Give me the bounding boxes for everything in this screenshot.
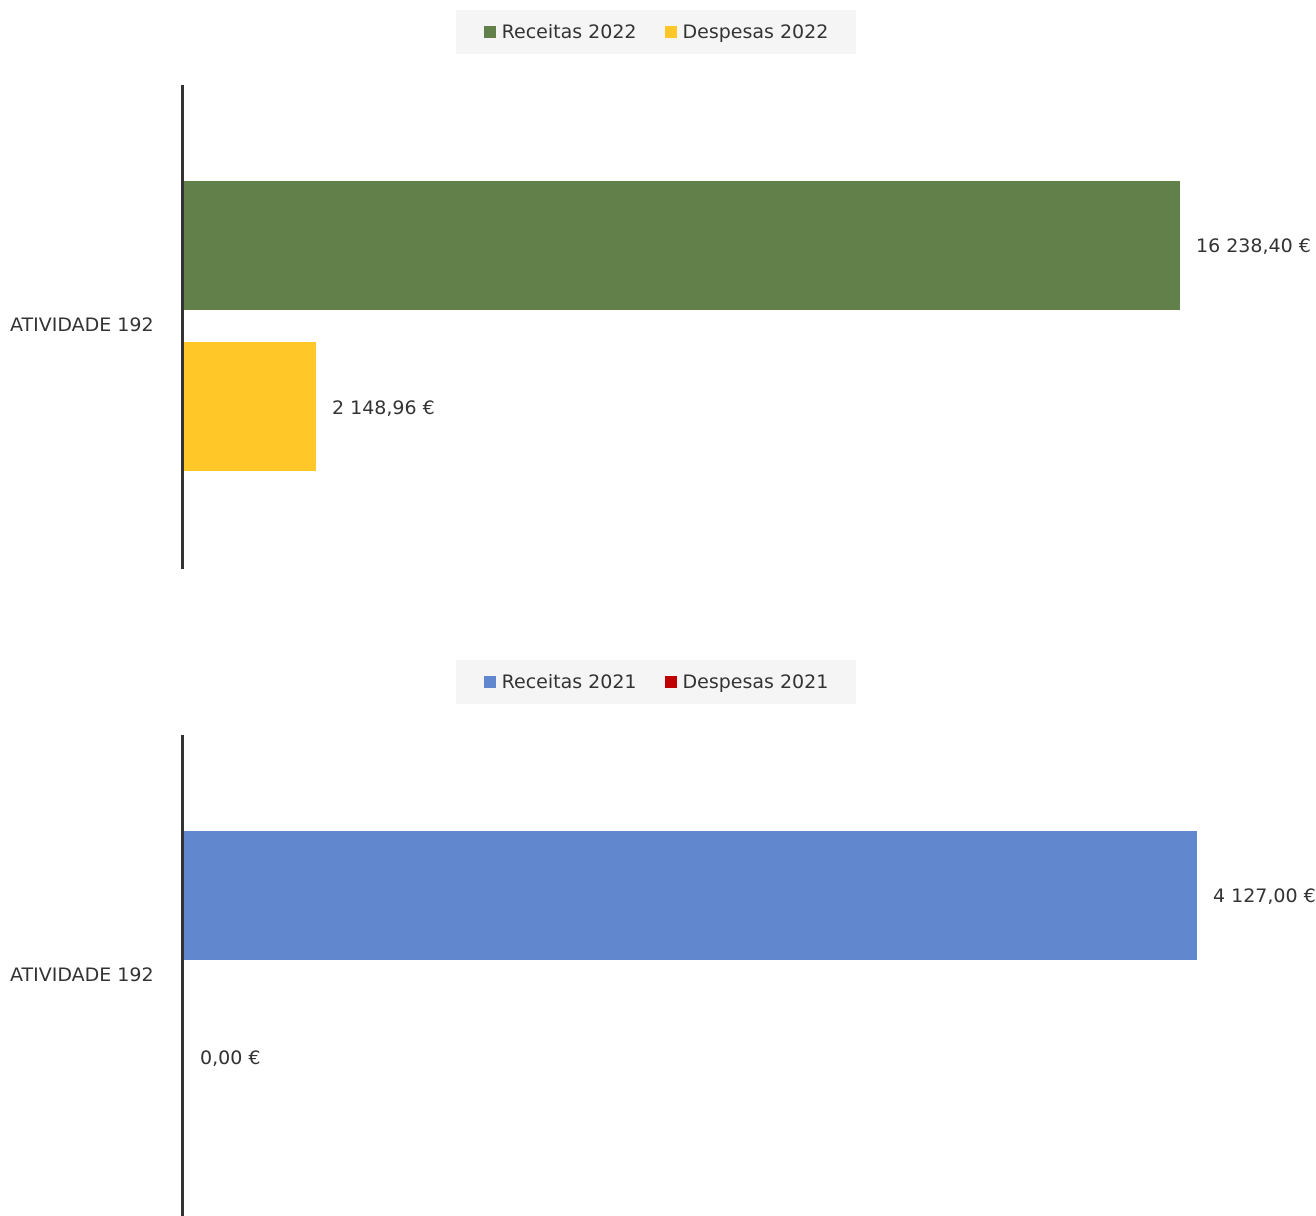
legend-2021: Receitas 2021 Despesas 2021 <box>456 660 856 704</box>
value-label-receitas-2021: 4 127,00 € <box>1213 885 1316 907</box>
value-label-despesas-2021: 0,00 € <box>200 1047 261 1069</box>
legend-item-despesas-2021: Despesas 2021 <box>664 671 829 693</box>
category-axis-line <box>181 735 184 1216</box>
bar-despesas-2022 <box>184 342 316 471</box>
legend-label-despesas-2021: Despesas 2021 <box>682 671 829 693</box>
bar-receitas-2022 <box>184 181 1180 310</box>
category-label: ATIVIDADE 192 <box>10 964 154 986</box>
swatch-receitas-2021 <box>483 676 496 688</box>
legend-item-receitas-2021: Receitas 2021 <box>483 671 637 693</box>
swatch-despesas-2022 <box>664 26 677 38</box>
legend-item-receitas-2022: Receitas 2022 <box>483 21 637 43</box>
bar-receitas-2021 <box>184 831 1197 960</box>
value-label-receitas-2022: 16 238,40 € <box>1196 235 1311 257</box>
chart-2022: Receitas 2022 Despesas 2022 ATIVIDADE 19… <box>0 0 1316 600</box>
swatch-despesas-2021 <box>664 676 677 688</box>
swatch-receitas-2022 <box>483 26 496 38</box>
legend-2022: Receitas 2022 Despesas 2022 <box>456 10 856 54</box>
value-label-despesas-2022: 2 148,96 € <box>332 397 435 419</box>
legend-label-despesas-2022: Despesas 2022 <box>682 21 829 43</box>
legend-label-receitas-2021: Receitas 2021 <box>501 671 637 693</box>
legend-item-despesas-2022: Despesas 2022 <box>664 21 829 43</box>
category-label: ATIVIDADE 192 <box>10 314 154 336</box>
category-axis-line <box>181 85 184 569</box>
chart-2021: Receitas 2021 Despesas 2021 ATIVIDADE 19… <box>0 650 1316 1216</box>
legend-label-receitas-2022: Receitas 2022 <box>501 21 637 43</box>
